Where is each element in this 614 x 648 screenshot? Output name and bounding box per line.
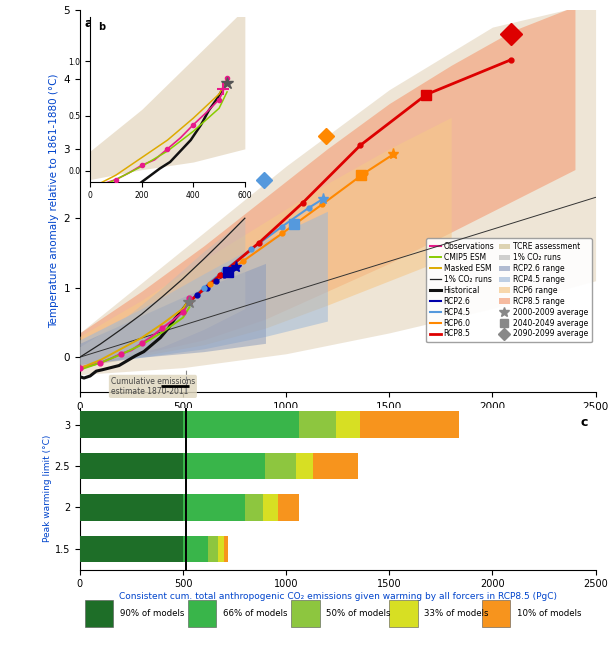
Bar: [183, 494, 245, 521]
Bar: [291, 600, 320, 627]
Bar: [85, 600, 114, 627]
Bar: [80, 536, 183, 562]
Bar: [218, 536, 224, 562]
X-axis label: Consistent cum. total anthropogenic CO₂ emissions given warming by all forcers i: Consistent cum. total anthropogenic CO₂ …: [119, 592, 557, 601]
Bar: [80, 411, 183, 438]
Bar: [298, 411, 336, 438]
Text: a: a: [85, 17, 93, 30]
Y-axis label: Peak warming limit (°C): Peak warming limit (°C): [43, 435, 52, 542]
Bar: [263, 494, 278, 521]
Text: Cumulative emissions
estimate 1870-2011: Cumulative emissions estimate 1870-2011: [111, 376, 195, 396]
Bar: [265, 453, 297, 480]
Bar: [183, 453, 265, 480]
Bar: [183, 536, 208, 562]
Bar: [360, 411, 459, 438]
Text: 90% of models: 90% of models: [120, 609, 184, 618]
Bar: [278, 494, 298, 521]
Bar: [208, 536, 218, 562]
Bar: [297, 453, 313, 480]
Legend: Observations, CMIP5 ESM, Masked ESM, 1% CO₂ runs, Historical, RCP2.6, RCP4.5, RC: Observations, CMIP5 ESM, Masked ESM, 1% …: [426, 238, 592, 342]
X-axis label: Cumulative total anthropogenic
CO₂ emissions from 1870 (PgC): Cumulative total anthropogenic CO₂ emiss…: [255, 416, 421, 437]
Bar: [389, 600, 418, 627]
Bar: [188, 600, 217, 627]
Bar: [313, 453, 359, 480]
Bar: [183, 411, 298, 438]
Bar: [224, 536, 228, 562]
Text: 33% of models: 33% of models: [424, 609, 489, 618]
Bar: [336, 411, 360, 438]
Text: 50% of models: 50% of models: [327, 609, 391, 618]
Text: c: c: [580, 416, 588, 429]
Y-axis label: Temperature anomaly relative to 1861-1880 (°C): Temperature anomaly relative to 1861-188…: [49, 74, 60, 328]
Text: 10% of models: 10% of models: [517, 609, 581, 618]
Bar: [80, 453, 183, 480]
Bar: [482, 600, 510, 627]
Bar: [245, 494, 263, 521]
Bar: [80, 494, 183, 521]
Text: 66% of models: 66% of models: [223, 609, 288, 618]
